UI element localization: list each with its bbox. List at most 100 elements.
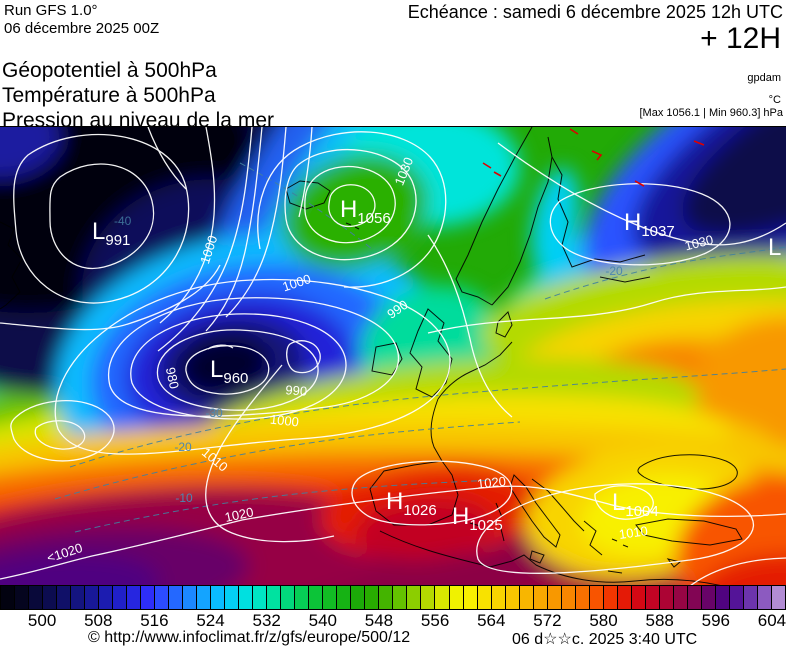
pressure-center-low: L960: [210, 356, 248, 387]
colorbar-cell: [602, 585, 617, 610]
forecast-step-label: + 12H: [700, 22, 781, 55]
colorbar-tick: 596: [701, 611, 730, 630]
generation-datetime: 06 d☆☆c. 2025 3:40 UTC: [512, 631, 698, 648]
parameter-geopotential: Géopotentiel à 500hPa: [2, 59, 217, 82]
colorbar-cell: [518, 585, 533, 610]
map-red-marks: [482, 128, 705, 187]
temperature-labels: -30 -20 -10 -20: [174, 264, 623, 505]
colorbar-tick: 604: [757, 611, 786, 630]
pressure-center-high: H1037: [624, 209, 675, 240]
isobar-value-label: 1010: [618, 523, 649, 542]
colorbar-tick: 508: [84, 611, 113, 630]
pressure-center-low: L991: [92, 218, 130, 249]
colorbar-cell: [588, 585, 603, 610]
colorbar-cell: [574, 585, 589, 610]
colorbar-cell: [56, 585, 71, 610]
isobar-value-label: 1020: [223, 504, 254, 525]
weather-map-svg: 10001000990980990100010101020<1020102010…: [0, 127, 786, 585]
colorbar-cell: [238, 585, 253, 610]
colorbar-cell: [504, 585, 519, 610]
colorbar-cell: [700, 585, 715, 610]
map-area: 1000 1000 990 980 990 1000 1010 1020 <1020 1020 10…: [0, 126, 786, 585]
colorbar-cell: [728, 585, 743, 610]
isobar-contours: [0, 127, 786, 585]
colorbar-cell: [546, 585, 561, 610]
colorbar-cell: [0, 585, 15, 610]
colorbar-tick: 500: [27, 611, 57, 630]
colorbar-cell: [560, 585, 575, 610]
copyright-url: © http://www.infoclimat.fr/z/gfs/europe/…: [88, 629, 411, 646]
footer: © http://www.infoclimat.fr/z/gfs/europe/…: [0, 629, 786, 648]
colorbar-cell: [98, 585, 113, 610]
pressure-center-high: H1026: [386, 488, 437, 519]
temperature-field: [0, 127, 786, 585]
isobar-value-label: 980: [163, 366, 182, 390]
colorbar-cell: [658, 585, 673, 610]
isobar-value-label: 990: [285, 382, 308, 398]
colorbar-cell: [140, 585, 155, 610]
parameter-temperature: Température à 500hPa: [2, 84, 216, 107]
colorbar-cell: [462, 585, 477, 610]
colorbar-tick: 548: [364, 611, 394, 630]
colorbar-cell: [280, 585, 295, 610]
colorbar-cell: [644, 585, 659, 610]
colorbar-tick: 516: [140, 611, 169, 630]
isobar-value-label: 1000: [269, 412, 299, 430]
colorbar-cell: [616, 585, 631, 610]
colorbar-tick: 540: [308, 611, 337, 630]
colorbar-cell: [112, 585, 127, 610]
pressure-center-high: H1025: [452, 503, 503, 534]
isotherm-value-label: -30: [205, 406, 223, 420]
colorbar-cell: [336, 585, 351, 610]
colorbar-cell: [266, 585, 281, 610]
colorbar-tick: 580: [589, 611, 618, 630]
colorbar-ticks: 500 508 516 524 532 540 548 556 564 572 580 588 596 6…: [0, 610, 786, 630]
pressure-center-low: L1004: [612, 489, 659, 520]
colorbar-cell: [630, 585, 645, 610]
colorbar-cell: [434, 585, 449, 610]
colorbar-cell: [168, 585, 183, 610]
colorbar-cell: [756, 585, 771, 610]
parameter-list: Géopotentiel à 500hPa Température à 500h…: [2, 58, 274, 133]
geopotential-unit-label: gpdam: [747, 72, 781, 84]
colorbar-cell: [532, 585, 547, 610]
colorbar-cell: [448, 585, 463, 610]
colorbar-cell: [392, 585, 407, 610]
colorbar-cell: [294, 585, 309, 610]
colorbar-cell: [406, 585, 421, 610]
colorbar-tick: 556: [420, 611, 450, 630]
pressure-labels: L991-40 L960 H1056 H1037 H1026 H1025 L1004 L: [92, 196, 781, 534]
isotherm-value-label: -20: [605, 264, 623, 278]
colorbar-cell: [420, 585, 435, 610]
colorbar-cell: [378, 585, 393, 610]
colorbar-cell: [714, 585, 729, 610]
colorbar-cell: [252, 585, 267, 610]
colorbar-cell: [14, 585, 29, 610]
isobar-value-label: 1020: [476, 474, 506, 492]
colorbar-cell: [350, 585, 365, 610]
colorbar-cell: [476, 585, 491, 610]
colorbar-cell: [364, 585, 379, 610]
colorbar-cell: [196, 585, 211, 610]
colorbar-tick: 572: [533, 611, 562, 630]
colorbar-cell: [770, 585, 786, 610]
colorbar-cell: [126, 585, 141, 610]
colorbar-cell: [28, 585, 43, 610]
center-temperature-label: -40: [114, 214, 132, 228]
colorbar-cell: [490, 585, 505, 610]
isotherm-value-label: -20: [174, 440, 192, 454]
colorbar-cell: [84, 585, 99, 610]
colorbar-cell: [672, 585, 687, 610]
colorbar-tick: 588: [645, 611, 674, 630]
isobar-value-label: 1030: [683, 232, 715, 254]
colorbar: [0, 585, 786, 610]
colorbar-tick: 524: [196, 611, 225, 630]
colorbar-cell: [70, 585, 85, 610]
colorbar-tick: 564: [477, 611, 506, 630]
pressure-center-high: H1056: [340, 196, 391, 227]
model-run-label: Run GFS 1.0°: [4, 2, 98, 19]
colorbar-cell: [154, 585, 169, 610]
header: Run GFS 1.0° 06 décembre 2025 00Z Géopot…: [0, 0, 786, 132]
colorbar-cell: [224, 585, 239, 610]
isotherm-value-label: -10: [175, 491, 193, 505]
